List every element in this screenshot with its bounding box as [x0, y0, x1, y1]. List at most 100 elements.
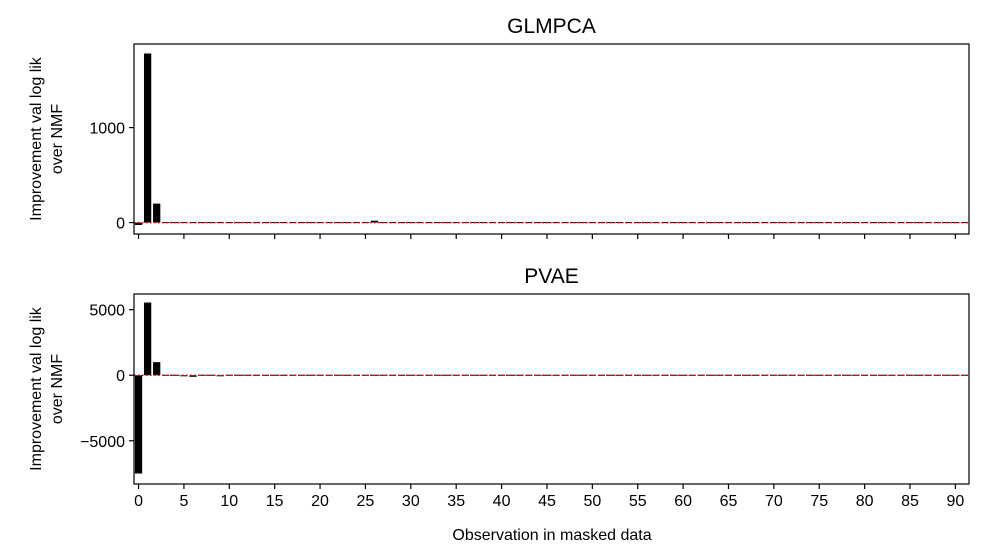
bar [361, 222, 370, 224]
x-tick-label: 85 [901, 493, 919, 510]
bar [561, 374, 569, 376]
bar [661, 222, 669, 224]
bar [870, 374, 878, 376]
bar [134, 222, 143, 225]
bar [416, 222, 424, 224]
bar [724, 374, 733, 376]
x-tick-label: 45 [538, 493, 556, 510]
bar [180, 222, 188, 224]
bar [316, 374, 324, 376]
bar [452, 374, 460, 376]
bar [534, 222, 542, 224]
bar [688, 374, 696, 376]
y-axis-label: over NMF [49, 354, 66, 424]
bar [298, 374, 306, 376]
bar [851, 222, 860, 224]
figure-x-axis-label: Observation in masked data [452, 527, 651, 544]
bar [525, 374, 533, 376]
x-tick-label: 35 [447, 493, 465, 510]
bar [261, 374, 270, 376]
bar [924, 374, 932, 376]
bar [361, 374, 370, 376]
x-tick-label: 10 [220, 493, 238, 510]
bar [888, 374, 896, 376]
bar [960, 374, 969, 376]
bar [652, 222, 660, 224]
y-tick-label: −5000 [80, 434, 125, 451]
bar [788, 374, 796, 376]
bar [298, 222, 306, 224]
x-tick-label: 15 [266, 493, 284, 510]
bar [461, 222, 469, 224]
x-tick-label: 90 [946, 493, 964, 510]
y-tick-label: 0 [116, 216, 125, 233]
bar [534, 374, 542, 376]
bar [634, 374, 642, 376]
axes-frame [133, 43, 970, 235]
bar [724, 222, 733, 224]
bar [189, 375, 197, 377]
bar [625, 374, 633, 376]
bar [561, 222, 569, 224]
bar [833, 374, 842, 376]
bar [352, 374, 360, 376]
bar [488, 222, 497, 224]
bar [162, 374, 170, 376]
x-tick-label: 0 [134, 493, 143, 510]
bar [325, 222, 333, 224]
bar [860, 374, 869, 376]
x-tick-label: 5 [179, 493, 188, 510]
bar [488, 374, 497, 376]
bar [261, 222, 270, 224]
bar [625, 222, 633, 224]
bar [833, 222, 842, 224]
bar [761, 374, 769, 376]
bar [597, 374, 606, 376]
bar [697, 222, 705, 224]
bar [733, 374, 742, 376]
bar [280, 222, 288, 224]
bar [752, 374, 760, 376]
bar [416, 374, 424, 376]
x-tick-label: 65 [720, 493, 738, 510]
bar [425, 222, 433, 224]
bar [316, 222, 324, 224]
bar [516, 222, 524, 224]
y-tick-label: 0 [116, 368, 125, 385]
chart-panel-2: PVAE −5000 0 5000 0 5 10 15 20 25 30 35 40 45 50 55 60 65… [28, 265, 970, 510]
x-tick-label: 55 [629, 493, 647, 510]
bar [851, 374, 860, 376]
x-tick-label: 30 [402, 493, 420, 510]
bar [697, 374, 705, 376]
y-axis-label: over NMF [49, 104, 66, 174]
bar [652, 374, 660, 376]
bar [797, 222, 805, 224]
bar [824, 374, 832, 376]
bar [398, 222, 406, 224]
bar [153, 362, 161, 376]
bar [452, 222, 460, 224]
bar [688, 222, 696, 224]
bar [897, 222, 905, 224]
bar [216, 222, 224, 224]
bar [960, 222, 969, 224]
bar [379, 222, 388, 224]
bar [225, 222, 233, 224]
x-tick-label: 20 [311, 493, 329, 510]
bar [425, 374, 433, 376]
bar [933, 374, 941, 376]
bar [389, 374, 397, 376]
bar [497, 374, 506, 376]
chart-panel-1: GLMPCA 0 1000 Improvement val log lik over N… [28, 15, 970, 239]
bar [280, 374, 288, 376]
bar [497, 222, 506, 224]
x-tick-label: 25 [357, 493, 375, 510]
y-axis-label: Improvement val log lik [28, 56, 45, 221]
x-tick-label: 40 [493, 493, 511, 510]
bar [143, 53, 152, 223]
bar [216, 375, 224, 377]
bar [752, 222, 760, 224]
bar [924, 222, 932, 224]
bar [770, 374, 778, 376]
